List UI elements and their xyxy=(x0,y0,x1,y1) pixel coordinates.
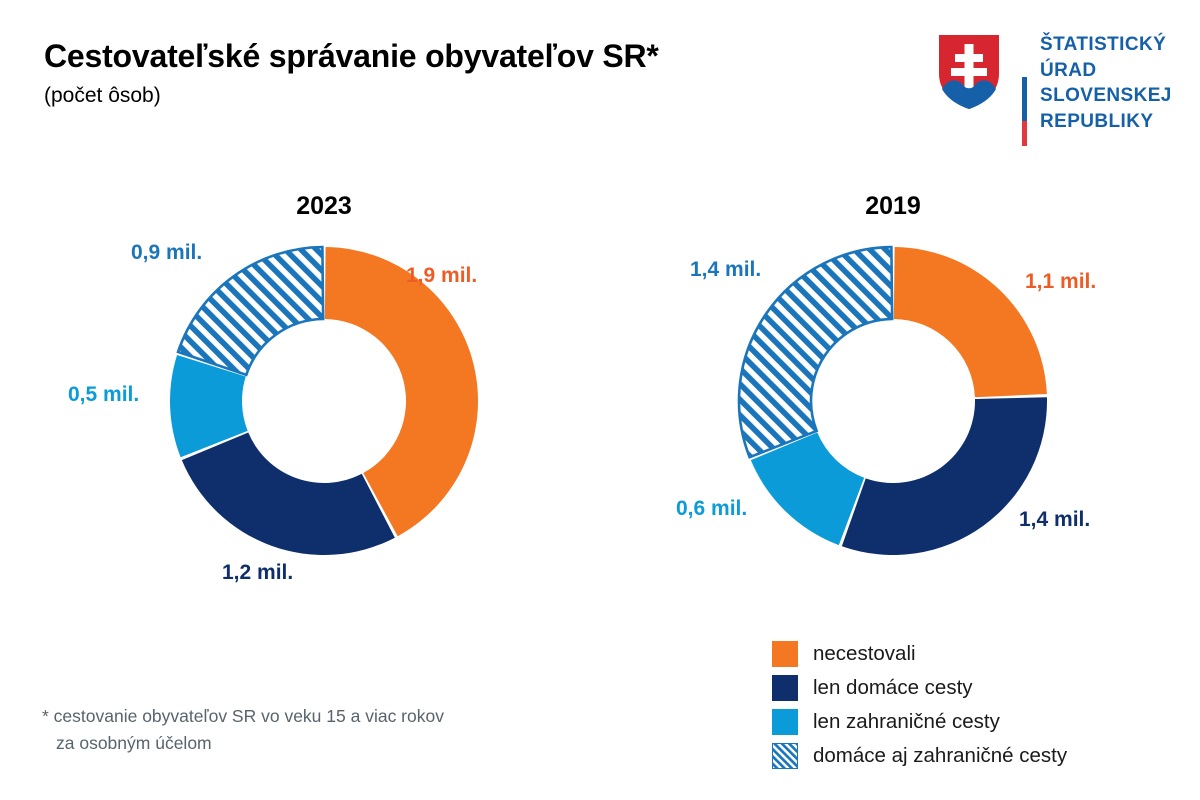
donut-2023 xyxy=(168,245,480,557)
logo-line-3: SLOVENSKEJ xyxy=(1040,85,1172,106)
legend-swatch-necestovali xyxy=(772,640,798,667)
value-label-2023-len-zahranicne: 0,5 mil. xyxy=(68,383,140,406)
donut-chart-2019: 2019 xyxy=(683,180,1103,600)
chart-title-2023: 2023 xyxy=(296,192,352,220)
donut-slice-necestovali xyxy=(324,247,479,537)
donut-slice-len-zahraničné-cesty xyxy=(170,354,248,458)
slovak-statistical-office-logo: ŠTATISTICKÝ ÚRAD SLOVENSKEJ REPUBLIKY xyxy=(938,30,1171,146)
footnote-line-2: za osobným účelom xyxy=(56,733,212,753)
donut-slice-domáce-aj-zahraničné-cesty xyxy=(176,245,325,377)
logo-divider-bar xyxy=(1022,34,1027,146)
legend-swatch-len-domace-cesty xyxy=(772,674,798,701)
value-label-2023-len-domace: 1,2 mil. xyxy=(222,561,294,584)
chart-title-2019: 2019 xyxy=(865,192,921,220)
donut-slice-necestovali xyxy=(893,247,1047,398)
legend-label-len-zahranicne-cesty: len zahraničné cesty xyxy=(813,709,1000,733)
logo-line-2: ÚRAD xyxy=(1040,59,1097,81)
page-title: Cestovateľské správanie obyvateľov SR* xyxy=(44,38,659,74)
legend-item-len-zahranicne-cesty[interactable]: len zahraničné cesty xyxy=(772,706,1172,737)
legend-swatch-domace-aj-zahranicne-cesty xyxy=(772,742,798,769)
logo-text: ŠTATISTICKÝ ÚRAD SLOVENSKEJ REPUBLIKY xyxy=(1040,32,1172,134)
logo-line-4: REPUBLIKY xyxy=(1040,110,1154,132)
donut-slice-len-domáce-cesty xyxy=(181,432,395,555)
value-label-2019-len-domace: 1,4 mil. xyxy=(1019,508,1091,531)
donut-slice-domáce-aj-zahraničné-cesty xyxy=(737,245,894,459)
legend-item-len-domace-cesty[interactable]: len domáce cesty xyxy=(772,672,1172,703)
value-label-2023-necestovali: 1,9 mil. xyxy=(406,264,478,287)
value-label-2019-necestovali: 1,1 mil. xyxy=(1025,270,1097,293)
donut-2019 xyxy=(737,245,1049,557)
footnote-line-1: * cestovanie obyvateľov SR vo veku 15 a … xyxy=(42,706,444,726)
value-label-2019-len-zahranicne: 0,6 mil. xyxy=(676,497,748,520)
value-label-2019-domace-aj-zahranicne: 1,4 mil. xyxy=(690,258,762,281)
donut-slice-len-domáce-cesty xyxy=(841,397,1047,555)
legend-swatch-len-zahranicne-cesty xyxy=(772,708,798,735)
donut-slice-len-zahraničné-cesty xyxy=(750,432,865,546)
donut-chart-2023: 2023 xyxy=(114,180,534,600)
page-subtitle: (počet ôsob) xyxy=(44,84,161,107)
legend: necestovali len domáce cesty len zahrani… xyxy=(772,638,1172,774)
legend-item-domace-aj-zahranicne-cesty[interactable]: domáce aj zahraničné cesty xyxy=(772,740,1172,771)
value-label-2023-domace-aj-zahranicne: 0,9 mil. xyxy=(131,241,203,264)
footnote: * cestovanie obyvateľov SR vo veku 15 a … xyxy=(42,703,444,757)
legend-item-necestovali[interactable]: necestovali xyxy=(772,638,1172,669)
legend-label-necestovali: necestovali xyxy=(813,641,916,665)
logo-line-1: ŠTATISTICKÝ xyxy=(1040,34,1167,55)
slovak-coat-of-arms-icon xyxy=(938,34,1000,110)
legend-label-domace-aj-zahranicne-cesty: domáce aj zahraničné cesty xyxy=(813,743,1068,767)
legend-label-len-domace-cesty: len domáce cesty xyxy=(813,675,973,699)
